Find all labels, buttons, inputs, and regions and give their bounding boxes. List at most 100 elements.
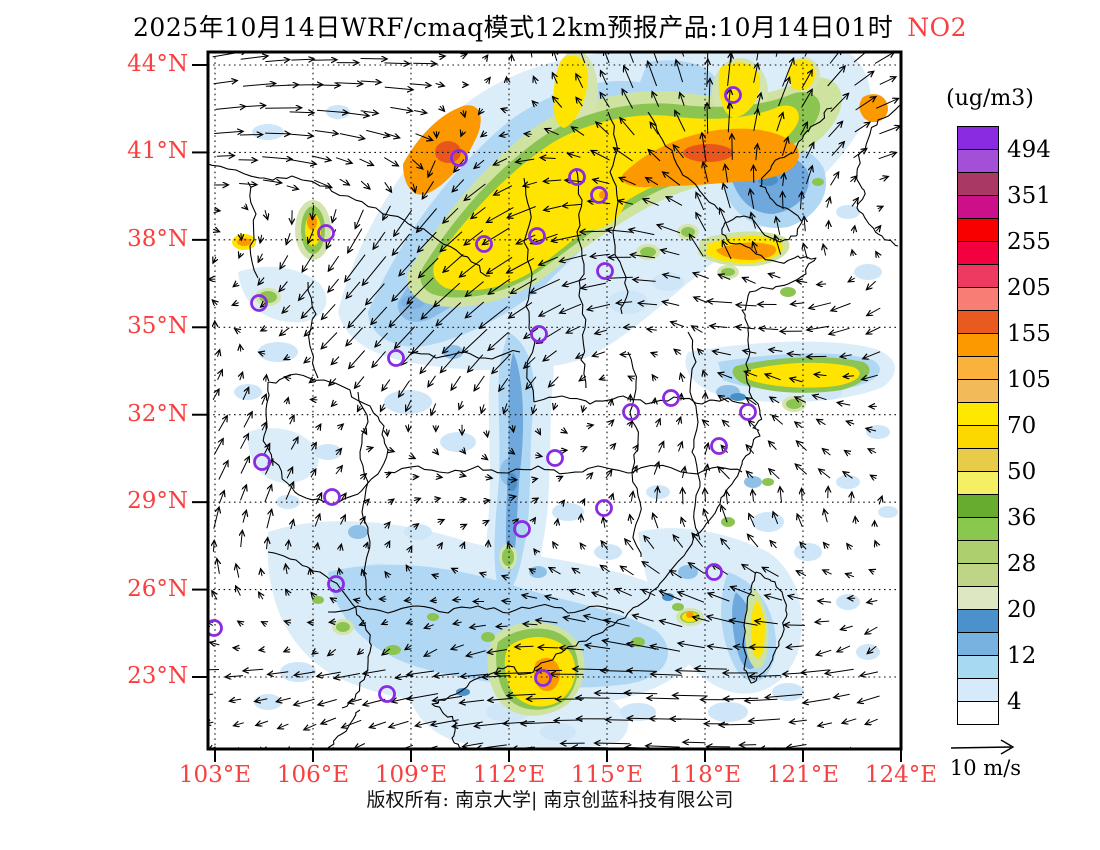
wind-arrow [532,518,535,523]
wind-arrow [781,137,788,156]
wind-arrow [819,469,831,479]
city-marker [475,235,493,253]
wind-arrow [243,105,266,106]
wind-arrow [395,326,416,349]
wind-arrow [262,157,292,159]
no2-contour [755,611,765,643]
wind-arrow [843,472,853,479]
wind-arrow [818,601,832,602]
wind-arrow [480,306,508,329]
city-marker [662,389,680,407]
wind-arrow [596,122,610,135]
legend-cell [957,678,999,702]
wind-arrow [743,351,757,354]
wind-arrow [340,544,342,552]
wind-arrow [756,52,759,61]
wind-arrow [492,353,511,373]
wind-arrow [507,257,535,273]
wind-arrow-layer [208,52,900,749]
admin-boundary [208,163,491,277]
wind-arrow [553,97,563,108]
wind-arrow [418,231,437,252]
wind-arrow [240,372,243,381]
wind-arrow [576,354,585,359]
wind-arrow [746,398,757,406]
wind-arrow [605,470,612,479]
wind-arrow [769,349,783,351]
wind-arrow [534,455,542,457]
wind-arrow [591,151,610,161]
wind-arrow [261,569,262,577]
wind-arrow [853,52,872,63]
wind-arrow [855,97,876,111]
legend-cell [957,264,999,288]
wind-arrow [321,332,338,349]
wind-arrow [797,281,808,283]
legend-cell [957,379,999,403]
wind-arrow [481,404,484,413]
wind-arrow [348,307,366,328]
wind-arrow [823,570,832,574]
wind-arrow [724,698,759,699]
wind-arrow [852,250,853,256]
no2-contour [259,291,277,303]
wind-arrow [461,54,467,57]
no2-contour [708,702,748,722]
wind-arrow [485,55,488,59]
no2-contour [540,723,576,741]
wind-arrow [336,83,363,84]
wind-arrow [218,461,228,480]
wind-arrow [817,419,826,426]
wind-arrow [803,698,831,703]
wind-arrow [817,284,827,285]
wind-arrow [804,216,805,232]
wind-arrow [240,485,247,501]
wind-arrow [867,307,881,316]
city-marker [622,403,640,421]
wind-arrow [386,541,389,547]
wind-arrow [800,542,807,550]
wind-arrow [795,464,808,475]
wind-arrow [486,78,490,84]
footer-credit: 版权所有: 南京大学| 南京创蓝科技有限公司 [366,789,734,811]
wind-arrow [611,399,612,407]
wind-arrow [215,106,246,109]
wind-arrow [576,74,584,89]
wind-arrow [342,719,362,727]
wind-arrow [788,354,801,355]
wind-arrow [208,669,220,671]
wind-arrow [451,645,464,650]
wind-arrow [878,206,883,208]
wind-arrow [332,401,337,406]
wind-arrow [854,122,870,133]
wind-arrow [466,650,486,656]
wind-arrow [708,646,733,650]
wind-arrow [795,397,807,403]
wind-arrow [210,642,220,645]
wind-arrow [625,693,658,694]
city-marker [590,186,608,204]
wind-arrow [304,358,312,363]
wind-arrow [259,352,266,354]
wind-arrow [502,576,508,578]
wind-arrow [780,487,782,503]
wind-arrow [846,574,855,577]
wind-arrow [670,571,682,579]
wind-arrow [530,52,533,58]
wind-arrow [240,434,249,449]
wind-arrow [318,699,337,705]
wind-arrow [387,428,388,436]
lat-label: 23°N [127,663,188,689]
wind-arrow [646,178,659,186]
legend-cell [957,517,999,541]
wind-arrow [778,77,790,107]
wind-arrow [459,499,466,500]
wind-arrow [434,673,460,676]
wind-arrow [633,280,656,282]
wind-arrow [662,302,680,306]
wind-arrow [682,467,685,479]
wind-arrow [363,428,366,434]
wind-arrow [536,620,558,623]
wind-arrow [460,700,485,703]
wind-arrow [407,277,434,304]
